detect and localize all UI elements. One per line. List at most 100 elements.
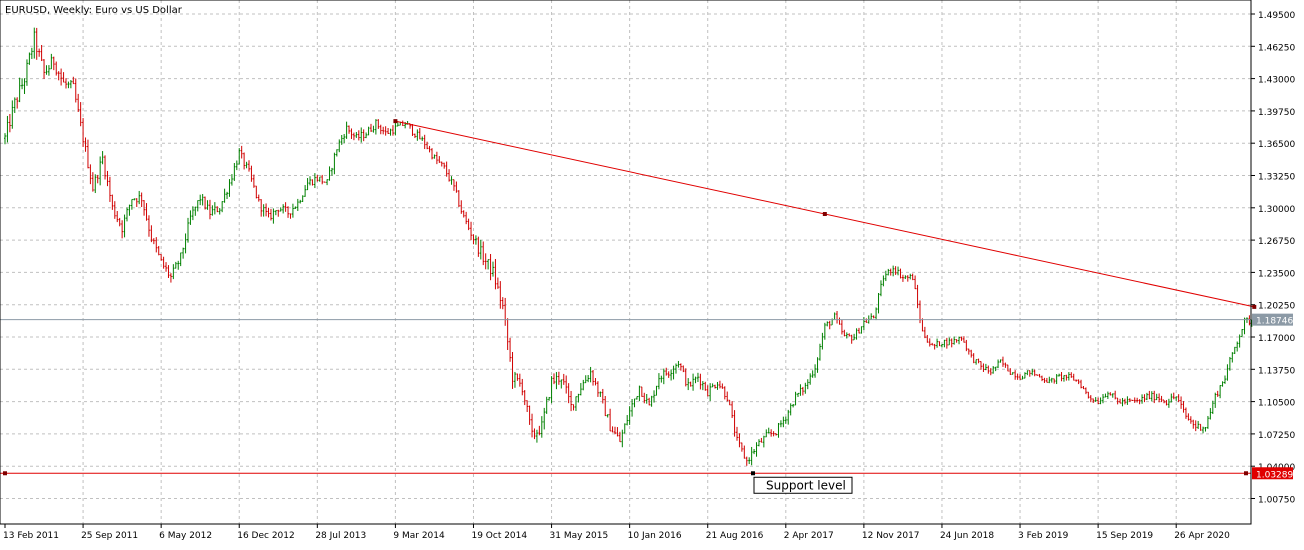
candle [155,237,158,253]
candle [977,358,980,364]
candle [182,247,185,259]
candle [267,207,270,218]
candle [440,161,443,167]
price-label: 1.46250 [1258,43,1295,53]
candle [1211,400,1214,415]
candle [96,174,99,184]
candle [384,126,387,136]
candle [792,403,795,408]
candle [592,369,595,386]
candle [30,47,33,59]
candle [252,174,255,188]
trendline-anchor-start [393,119,398,124]
candle [1072,373,1075,381]
candle [606,414,609,418]
candle [1153,390,1156,404]
candle [816,357,819,373]
candle [411,123,414,136]
candle [584,375,587,384]
candle [62,72,65,83]
candle [574,396,577,411]
candle [826,321,829,327]
candle [25,59,28,86]
candle [799,384,802,396]
candle [187,217,189,243]
candle [467,218,470,231]
candle [135,198,138,207]
candle [604,395,607,417]
candle [57,71,60,81]
candle [118,217,121,227]
candle [875,307,878,321]
candle [711,383,714,388]
candle [238,148,241,165]
candle [474,235,477,245]
candle [348,125,351,134]
candle [340,134,343,145]
candle [897,266,900,276]
candle [736,426,738,441]
candle [345,121,348,139]
candle [204,196,207,210]
candle [233,163,236,181]
candle [213,202,216,215]
candle [762,435,765,448]
candle [157,245,160,256]
candle [496,277,499,289]
candle [811,370,814,378]
candle [1009,368,1012,375]
candle [748,457,751,465]
candle [879,280,882,297]
candle [235,160,238,171]
candle [282,204,285,214]
candle [579,383,582,396]
candle [269,208,272,221]
candle [545,396,548,414]
candle [701,381,704,391]
candle [877,292,880,314]
trendline-anchor-mid [822,212,827,217]
candle [1143,394,1146,403]
candle [640,386,643,397]
candle [660,375,663,383]
candle [628,406,631,425]
candle [477,236,480,257]
candle [357,130,360,141]
candle [262,204,265,217]
candle [1041,375,1043,382]
candle [428,145,431,153]
candle [909,273,912,280]
candle [450,176,453,185]
candle [797,392,799,397]
candle [1067,372,1070,381]
candle [1155,393,1158,401]
candle [1128,398,1131,403]
price-label: 1.43000 [1258,76,1295,86]
candle [1148,390,1151,400]
candle [367,126,370,136]
candle [138,190,141,205]
candle [789,403,792,416]
candle [1023,372,1026,379]
candle [718,380,721,389]
candle [1121,397,1124,407]
objects[interactable]: 1.18746 1.03289 Support level [0,119,1293,494]
candle [21,78,24,90]
candle [330,167,333,176]
candle [13,97,16,113]
candle [1001,356,1004,367]
candle [355,132,358,138]
candle [726,391,729,402]
candle [111,194,114,210]
candle [482,241,485,266]
candle [572,404,575,411]
candle [1180,396,1183,409]
candle [479,239,482,260]
candle [894,266,897,275]
candle [318,176,321,182]
candle [1233,346,1236,354]
candle [492,261,494,277]
candle [543,407,546,430]
